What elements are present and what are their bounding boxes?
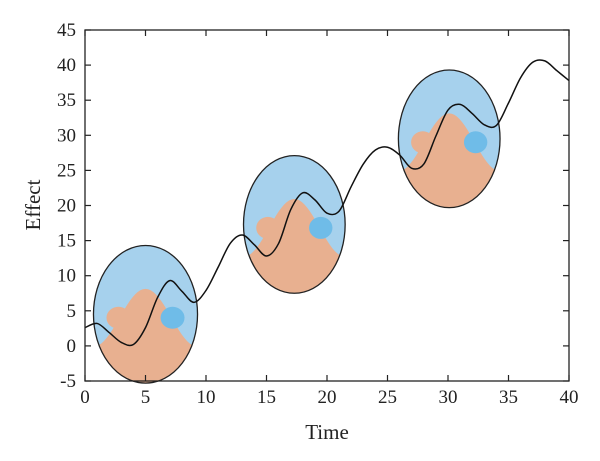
x-tick-label: 40: [560, 387, 579, 408]
yin-yang-symbol: [92, 244, 199, 384]
x-tick-label: 5: [141, 387, 151, 408]
yin-yang-symbols: [92, 69, 501, 384]
yin-yang-dot-left: [411, 131, 435, 154]
y-tick-label: 5: [67, 301, 77, 322]
y-tick-label: 10: [57, 266, 76, 287]
yin-yang-outline: [242, 155, 346, 294]
x-tick-label: 10: [197, 387, 216, 408]
x-tick-label: 0: [80, 387, 90, 408]
y-tick-label: -5: [60, 371, 76, 392]
yin-yang-dot-left: [106, 306, 131, 329]
yin-yang-upper-half: [398, 70, 501, 172]
yin-yang-upper-half: [93, 245, 198, 347]
y-tick-label: 40: [57, 55, 76, 76]
series-line: [85, 59, 569, 347]
x-tick-label: 30: [439, 387, 458, 408]
yin-yang-dot-left: [256, 216, 280, 239]
y-tick-label: 20: [57, 196, 76, 217]
y-tick-label: 15: [57, 231, 76, 252]
x-tick-label: 20: [318, 387, 337, 408]
y-tick-label: 30: [57, 125, 76, 146]
x-tick-label: 35: [499, 387, 518, 408]
y-tick-label: 45: [57, 20, 76, 41]
y-tick-label: 25: [57, 160, 76, 181]
yin-yang-symbol: [397, 69, 501, 209]
yin-yang-dot-right: [160, 306, 185, 329]
yin-yang-outline: [92, 244, 199, 384]
y-tick-label: 0: [67, 336, 77, 357]
series-lines: [85, 59, 569, 347]
yin-yang-symbol: [242, 155, 346, 294]
yin-yang-dot-right: [309, 216, 333, 239]
yin-yang-outline: [397, 69, 501, 209]
y-axis-label: Effect: [21, 179, 45, 230]
x-tick-label: 15: [257, 387, 276, 408]
yin-yang-dot-right: [463, 131, 488, 154]
x-axis-label: Time: [305, 420, 349, 444]
yin-yang-upper-half: [243, 155, 346, 257]
y-tick-label: 35: [57, 90, 76, 111]
x-tick-label: 25: [378, 387, 397, 408]
